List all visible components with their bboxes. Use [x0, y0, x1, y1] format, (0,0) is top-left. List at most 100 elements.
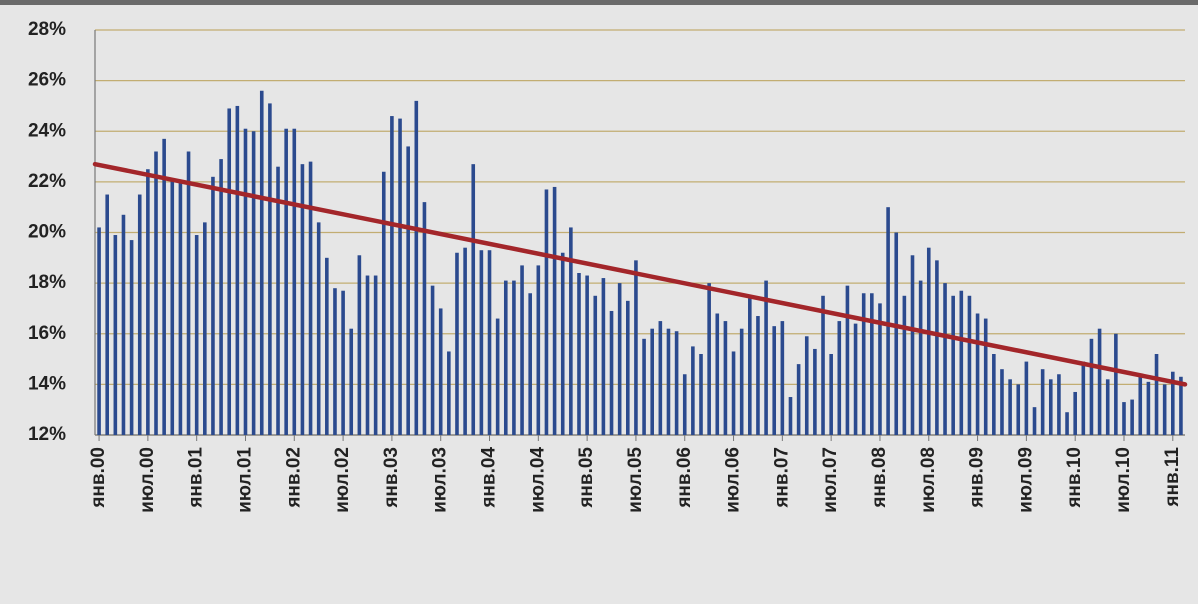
y-tick-label: 24%: [28, 120, 66, 141]
bar: [691, 346, 695, 435]
bar: [1162, 384, 1167, 435]
bar: [780, 321, 785, 435]
bar: [438, 308, 443, 435]
bar: [186, 151, 191, 435]
y-tick-label: 12%: [28, 424, 66, 445]
x-tick-label: янв.04: [479, 447, 500, 509]
bar: [479, 250, 484, 435]
bar: [666, 328, 671, 435]
bar: [560, 252, 565, 435]
bar: [1073, 391, 1077, 435]
x-tick-label: июл.02: [332, 447, 353, 513]
bar: [902, 295, 907, 435]
bar: [813, 348, 817, 435]
bar: [1057, 374, 1061, 435]
bar: [341, 290, 345, 435]
x-tick-label: июл.05: [625, 447, 646, 513]
bar: [552, 186, 557, 435]
bar: [1089, 338, 1094, 435]
x-tick-label: янв.09: [967, 447, 988, 509]
bar: [512, 280, 516, 435]
bar: [284, 128, 288, 435]
y-tick-label: 14%: [28, 373, 66, 394]
bar: [886, 207, 890, 435]
bar: [764, 280, 768, 435]
bar: [1154, 354, 1159, 435]
x-tick-label: июл.04: [527, 447, 548, 513]
bar: [268, 103, 272, 435]
bar: [357, 255, 362, 435]
bar: [609, 310, 614, 435]
bar: [430, 285, 435, 435]
x-tick-label: июл.06: [723, 447, 744, 513]
bar: [487, 250, 492, 435]
bar: [894, 232, 899, 435]
bar: [959, 290, 964, 435]
bar: [1000, 369, 1004, 435]
bar: [804, 336, 809, 435]
bar: [1008, 379, 1012, 435]
bar: [300, 164, 305, 435]
x-tick-label: июл.09: [1015, 447, 1036, 513]
bar: [634, 260, 638, 435]
bar: [829, 354, 833, 435]
bar: [870, 293, 874, 435]
bar: [926, 247, 931, 435]
y-tick-label: 20%: [28, 222, 66, 243]
bar: [495, 318, 500, 435]
bar: [146, 169, 150, 435]
bar: [316, 222, 321, 435]
x-tick-label: янв.07: [771, 447, 792, 509]
bar: [276, 166, 280, 435]
bar: [748, 298, 752, 435]
bar: [983, 318, 988, 435]
y-tick-label: 18%: [28, 272, 66, 293]
bar: [373, 275, 378, 435]
bar: [935, 260, 939, 435]
bar: [1179, 376, 1183, 435]
bar: [178, 181, 183, 435]
bar: [1065, 412, 1069, 435]
bar: [105, 194, 110, 435]
bar: [390, 116, 394, 435]
bar: [699, 354, 703, 435]
bar: [447, 351, 451, 435]
bar: [878, 303, 882, 435]
bar: [756, 316, 760, 435]
bar: [194, 235, 199, 435]
bar: [219, 159, 223, 435]
bar: [1040, 369, 1045, 435]
bar: [918, 280, 923, 435]
bar: [585, 275, 589, 435]
bar: [650, 328, 655, 435]
bar: [788, 397, 793, 435]
bar: [414, 100, 419, 435]
bar: [1138, 376, 1143, 435]
bar: [1105, 379, 1110, 435]
bar: [203, 222, 207, 435]
bar: [544, 189, 549, 435]
y-tick-label: 16%: [28, 323, 66, 344]
bar: [593, 295, 598, 435]
bar: [617, 283, 622, 435]
bar: [1032, 407, 1037, 435]
bar: [1024, 361, 1029, 435]
bar: [1048, 379, 1053, 435]
bar: [463, 247, 467, 435]
bar: [625, 300, 630, 435]
bar: [251, 131, 256, 435]
bar: [992, 354, 996, 435]
bar: [951, 295, 955, 435]
bar: [325, 257, 329, 435]
top-strip: [0, 0, 1198, 5]
x-tick-label: янв.03: [381, 447, 402, 509]
x-tick-label: янв.05: [576, 447, 597, 509]
x-tick-label: янв.01: [186, 447, 207, 509]
bar: [601, 278, 606, 435]
bar: [1146, 381, 1151, 435]
x-tick-label: июл.00: [137, 447, 158, 513]
bar: [308, 161, 313, 435]
y-tick-label: 22%: [28, 171, 66, 192]
